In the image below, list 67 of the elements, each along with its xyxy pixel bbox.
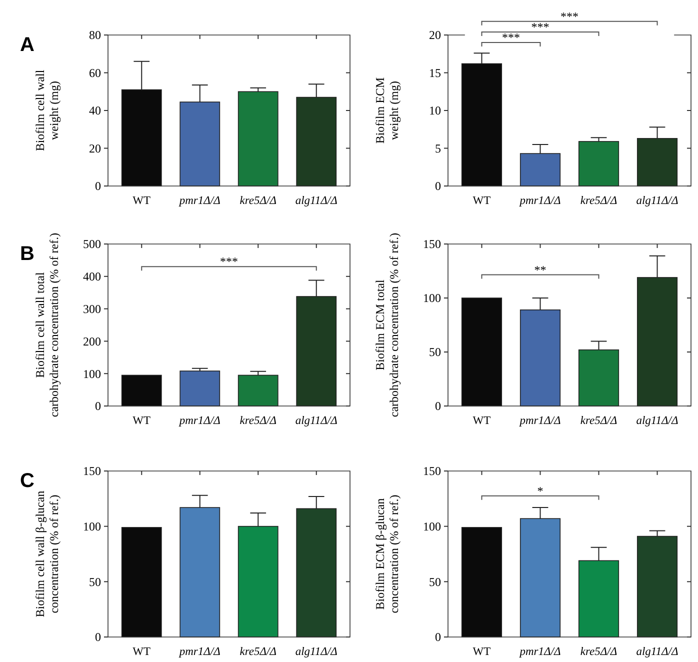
y-axis-title: Biofilm cell wall weight (mg) [33,69,61,152]
x-tick-label: pmr1Δ/Δ [178,415,221,427]
y-tick-label: 150 [423,237,441,252]
text: *** [531,20,550,34]
annotation: * [537,484,544,498]
x-tick-label: WT [472,195,491,207]
x-tick-label: WT [132,646,151,658]
text: C [20,470,34,492]
y-tick-label: 20 [89,141,101,156]
y-tick-label: 400 [83,270,101,284]
annotation: *** [220,254,238,269]
y-tick-label: 60 [89,66,101,80]
y-axis-title: Biofilm cell wall β-glucan concentration (% of ref.) [33,490,61,618]
x-tick-label: alg11Δ/Δ [295,646,338,658]
y-tick-label: 50 [89,574,101,589]
y-tick-label: 15 [429,66,441,80]
x-tick-label: pmr1Δ/Δ [178,195,221,207]
y-tick-label: 20 [429,28,441,42]
x-tick-label: alg11Δ/Δ [636,195,679,207]
y-axis-title: Biofilm cell wall total carbohydrate concentration (% of ref.) [33,232,61,418]
x-tick-label: pmr1Δ/Δ [518,415,561,427]
y-tick-label: 0 [435,179,441,194]
x-tick-label: WT [472,646,491,658]
x-tick-label: kre5Δ/Δ [580,195,618,207]
x-tick-label: kre5Δ/Δ [240,646,277,658]
y-tick-label: 5 [435,141,441,156]
y-tick-label: 150 [83,464,101,478]
y-tick-label: 100 [83,366,101,381]
y-tick-label: 40 [89,104,101,118]
y-tick-label: 0 [95,179,101,194]
x-tick-label: WT [132,415,151,427]
y-axis-title: Biofilm ECM weight (mg) [373,77,401,144]
text: *** [560,9,578,24]
y-tick-label: 100 [423,520,441,534]
y-tick-label: 0 [95,630,101,644]
x-tick-label: alg11Δ/Δ [295,195,338,207]
y-tick-label: 0 [435,630,441,644]
y-tick-label: 150 [423,464,441,478]
x-tick-label: alg11Δ/Δ [636,646,679,658]
y-tick-label: 100 [423,291,441,306]
y-axis-title: Biofilm ECM β-glucan concentration (% of ref.) [373,494,401,614]
x-tick-label: pmr1Δ/Δ [178,646,221,658]
y-tick-label: 0 [95,399,101,414]
x-tick-label: kre5Δ/Δ [580,415,618,427]
text: A [20,34,34,56]
y-tick-label: 50 [429,574,441,589]
x-tick-label: kre5Δ/Δ [580,646,618,658]
x-tick-label: pmr1Δ/Δ [518,195,561,207]
text: B [20,243,34,265]
y-tick-label: 200 [83,334,101,348]
x-tick-label: kre5Δ/Δ [240,415,277,427]
y-tick-label: 300 [83,302,101,316]
y-tick-label: 100 [83,520,101,534]
x-tick-label: WT [472,415,491,427]
y-tick-label: 0 [435,399,441,414]
x-tick-label: pmr1Δ/Δ [518,646,561,658]
x-tick-label: alg11Δ/Δ [295,415,338,427]
y-tick-label: 10 [429,104,441,118]
x-tick-label: alg11Δ/Δ [636,415,679,427]
y-tick-label: 50 [429,345,441,360]
y-tick-label: 500 [83,237,101,252]
annotation: *** [502,30,520,45]
x-tick-label: kre5Δ/Δ [240,195,277,207]
annotation: ** [534,262,546,277]
x-tick-label: WT [132,195,151,207]
y-axis-title: Biofilm ECM total carbohydrate concentration (% of ref.) [373,232,401,418]
y-tick-label: 80 [89,28,101,42]
